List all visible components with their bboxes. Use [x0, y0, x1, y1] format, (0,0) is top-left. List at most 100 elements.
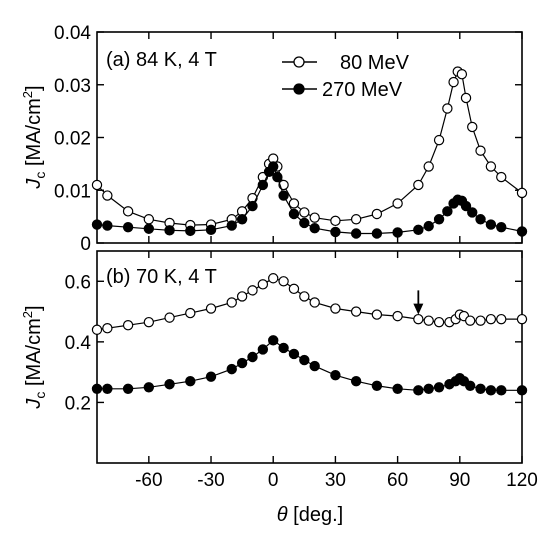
panel-a-point-80mev [413, 179, 424, 191]
panel-a-point-270mev [185, 225, 196, 237]
x-tick-label: 90 [449, 470, 470, 491]
panel-b-point-270mev [475, 383, 486, 394]
panel-b-point-270mev [236, 357, 248, 369]
panel-a-point-270mev [516, 226, 528, 237]
panel-a-point-270mev [236, 214, 248, 225]
panel-a-point-80mev [309, 212, 320, 223]
panel-a-point-270mev [485, 219, 497, 230]
panel-a-point-270mev [433, 214, 445, 225]
panel-b-point-270mev [309, 360, 320, 372]
panel-b-point-270mev [299, 354, 310, 366]
panel-b-point-270mev [288, 348, 300, 360]
panel-a-series [91, 66, 528, 239]
panel-b-point-80mev [464, 315, 476, 326]
panel-a-x-ticks [148, 32, 523, 243]
panel-b-point-80mev [392, 310, 403, 322]
panel-a-point-80mev [442, 103, 453, 114]
panel-a-point-270mev [272, 171, 283, 183]
panel-a-point-80mev [456, 68, 468, 80]
panel-b-point-80mev [485, 313, 497, 325]
panel-a-point-270mev [247, 200, 258, 212]
panel-b-point-80mev [143, 316, 155, 328]
panel-a-point-270mev [475, 214, 486, 225]
panel-b-frame [96, 250, 523, 464]
annotation-arrow [413, 290, 424, 315]
panel-a-y-axis: 0 0.01 0.02 0.03 0.04 [54, 23, 522, 255]
panel-b-point-270mev [122, 383, 134, 394]
panel-b-point-80mev [433, 316, 445, 328]
panel-a-point-80mev [496, 171, 507, 183]
panel-a-point-270mev [309, 223, 320, 234]
panel-a-point-270mev [122, 221, 134, 233]
panel-b-point-80mev [413, 313, 424, 325]
panel-a-ytick-label: 0.03 [54, 76, 91, 97]
panel-a-point-270mev [226, 220, 237, 231]
panel-b-point-80mev [236, 291, 248, 302]
panel-b-point-270mev [226, 363, 237, 375]
panel-b-point-270mev [205, 371, 217, 382]
panel-a-point-80mev [467, 121, 478, 133]
panel-a-point-270mev [164, 225, 175, 236]
panel-b-label: (b) 70 K, 4 T [106, 266, 217, 288]
panel-b-point-80mev [330, 303, 341, 314]
x-tick-label: 60 [387, 470, 408, 491]
panel-b-point-80mev [205, 303, 217, 314]
panel-b-point-80mev [257, 279, 269, 290]
panel-b-point-270mev [413, 385, 424, 396]
panel-b-point-270mev [516, 385, 528, 396]
panel-b-point-270mev [164, 379, 175, 390]
panel-b-point-80mev [102, 323, 113, 334]
panel-a-point-270mev [205, 224, 217, 236]
x-tick-label: 0 [268, 470, 279, 491]
panel-b-ytick-label: 0.6 [65, 272, 91, 293]
panel-a-point-270mev [288, 208, 300, 220]
panel-b-point-80mev [122, 320, 134, 331]
panel-a-point-270mev [350, 228, 362, 239]
panel-a-point-80mev [516, 187, 528, 199]
panel-b-point-80mev [278, 276, 289, 287]
legend: 80 MeV 270 MeV [282, 52, 410, 101]
panel-a-point-270mev [413, 224, 424, 236]
panel-a-point-80mev [460, 92, 472, 104]
panel-b-point-270mev [371, 380, 383, 391]
panel-b-point-80mev [371, 309, 383, 320]
panel-b-point-270mev [257, 344, 269, 355]
panel-b-ytick-label: 0.4 [65, 333, 92, 354]
panel-a-point-270mev [143, 223, 155, 234]
panel-a-point-80mev [392, 198, 403, 209]
legend-label-270mev: 270 MeV [322, 79, 403, 101]
legend-marker-80mev [293, 56, 305, 68]
panel-b-point-270mev [247, 351, 258, 363]
panel-a-ytick-label: 0.02 [54, 129, 91, 150]
panel-a-point-270mev [442, 206, 453, 217]
panel-b-y-axis-title: Jc [MA/cm2] [20, 305, 48, 409]
panel-a-point-270mev [423, 220, 434, 232]
panel-b-point-270mev [485, 385, 497, 396]
panel-a-point-80mev [350, 214, 362, 225]
panel-a-point-270mev [102, 220, 113, 231]
panel-b-point-80mev [309, 297, 320, 308]
panel-a-point-80mev [91, 179, 103, 191]
panel-a-point-270mev [371, 228, 383, 239]
panel-b-point-80mev [247, 285, 258, 296]
panel-b-point-80mev [516, 313, 528, 325]
panel-b-point-80mev [91, 324, 103, 335]
panel-a-point-80mev [288, 198, 300, 209]
panel-a-point-80mev [330, 215, 341, 227]
panel-b-point-270mev [350, 376, 362, 387]
panel-a-point-270mev [91, 219, 103, 230]
panel-a: (a) 84 K, 4 T 80 MeV 270 MeV 0 0.01 0.02 0.… [20, 23, 528, 255]
panel-b-point-80mev [185, 307, 196, 319]
panel-a-ytick-label: 0.04 [54, 23, 91, 44]
panel-a-point-80mev [371, 208, 383, 220]
x-tick-label: -60 [135, 470, 162, 491]
panel-a-point-270mev [496, 221, 507, 233]
panel-b: (b) 70 K, 4 T 0.2 0.4 0.6 -60 -30 0 30 60 90 120… [20, 250, 538, 526]
panel-a-point-270mev [392, 227, 403, 238]
panel-a-point-270mev [299, 217, 310, 229]
panel-a-point-80mev [143, 214, 155, 225]
x-tick-label: -30 [197, 470, 224, 491]
panel-a-point-80mev [299, 207, 310, 218]
panel-b-point-270mev [268, 335, 279, 346]
